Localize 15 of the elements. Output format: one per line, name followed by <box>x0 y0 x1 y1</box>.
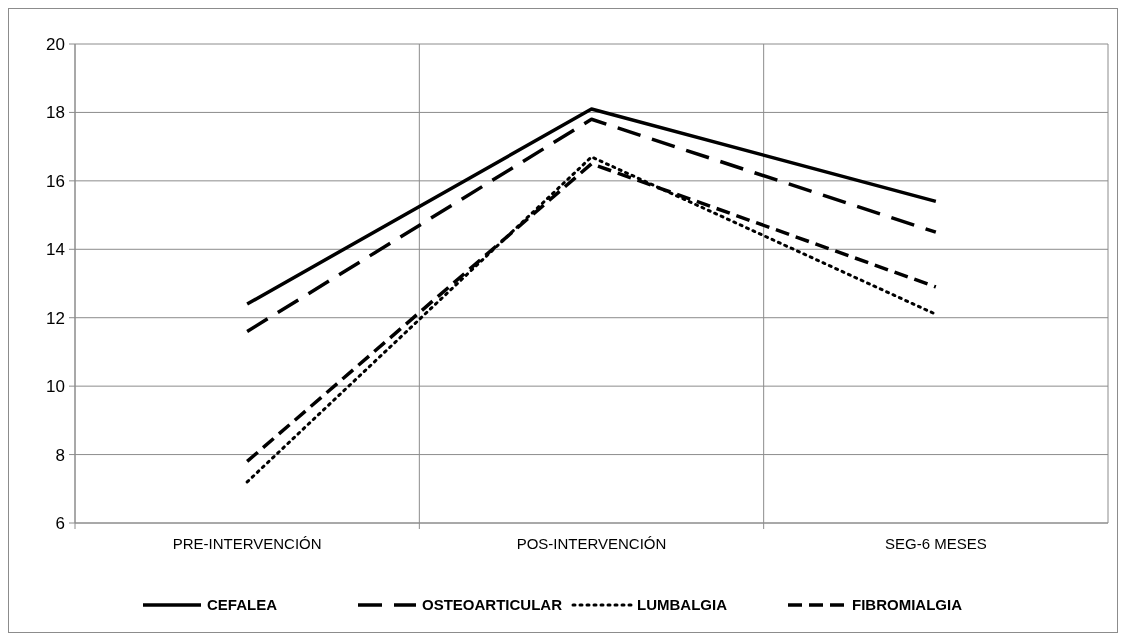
y-tick-label: 16 <box>46 171 65 191</box>
y-tick-label: 8 <box>55 445 65 465</box>
y-tick-label: 18 <box>46 103 65 123</box>
y-tick-label: 20 <box>46 34 65 54</box>
y-tick-label: 12 <box>46 308 65 328</box>
x-tick-label: POS-INTERVENCIÓN <box>516 535 667 552</box>
y-tick-label: 14 <box>46 240 65 260</box>
x-tick-label: SEG-6 MESES <box>884 535 987 552</box>
y-tick-label: 6 <box>55 513 65 533</box>
legend-label: OSTEOARTICULAR <box>422 596 563 614</box>
y-tick-label: 10 <box>46 377 65 397</box>
legend-label: FIBROMIALGIA <box>852 596 963 614</box>
legend-label: CEFALEA <box>207 596 278 614</box>
legend-label: LUMBALGIA <box>637 596 728 614</box>
x-tick-label: PRE-INTERVENCIÓN <box>172 535 322 552</box>
